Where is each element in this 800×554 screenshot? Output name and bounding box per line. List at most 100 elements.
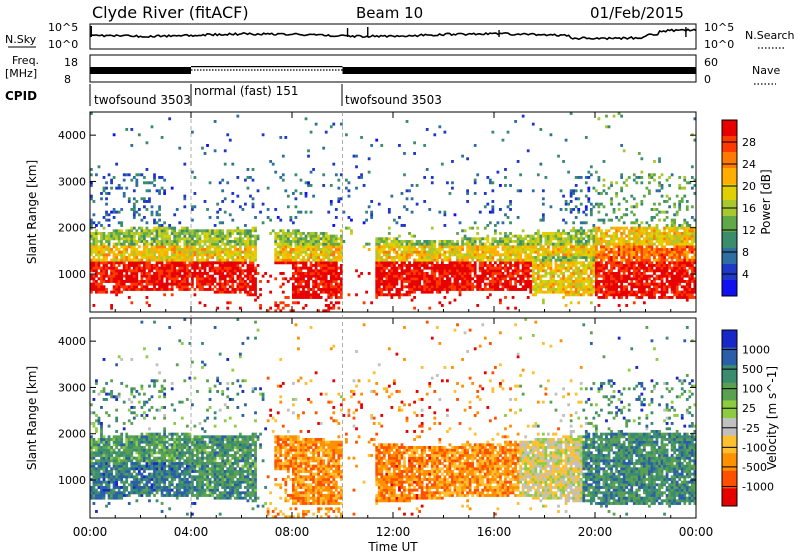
power-cell	[226, 232, 230, 235]
power-cell	[541, 298, 545, 302]
power-cell	[158, 189, 161, 193]
power-cell	[395, 293, 399, 297]
power-cell	[180, 248, 184, 251]
power-cell	[524, 261, 528, 265]
power-cell	[398, 242, 401, 246]
power-cell	[506, 256, 510, 259]
power-cell	[390, 282, 394, 286]
power-cell	[170, 226, 174, 230]
power-cell	[453, 288, 457, 291]
power-cell	[658, 296, 661, 299]
power-cell	[615, 258, 618, 262]
power-cell	[433, 133, 437, 137]
power-cell	[637, 242, 641, 246]
power-cell	[251, 205, 255, 209]
power-cell	[615, 293, 618, 297]
power-cell	[516, 160, 520, 163]
power-cell	[135, 277, 139, 281]
power-cell	[143, 242, 146, 246]
power-cell	[632, 248, 636, 251]
power-cell	[329, 258, 333, 262]
power-cell	[440, 269, 444, 273]
power-cell	[620, 261, 624, 265]
power-cell	[448, 277, 452, 281]
power-cell	[400, 277, 404, 281]
power-cell	[327, 288, 331, 291]
power-cell	[206, 250, 209, 254]
power-cell	[145, 272, 149, 275]
power-cell	[410, 298, 414, 302]
power-cell	[544, 274, 548, 278]
power-cell	[408, 240, 411, 243]
power-cell	[158, 274, 161, 278]
power-cell	[446, 240, 449, 243]
power-cell	[231, 274, 235, 278]
power-cell	[564, 280, 568, 283]
power-cell	[670, 269, 674, 273]
power-cell	[145, 280, 149, 283]
power-cell	[640, 282, 644, 286]
power-cell	[607, 282, 611, 286]
power-cell	[491, 285, 495, 289]
power-cell	[198, 272, 202, 275]
power-cell	[317, 296, 321, 299]
power-cell	[658, 176, 661, 179]
power-cell	[382, 272, 386, 275]
power-cell	[531, 248, 535, 251]
power-cell	[92, 258, 96, 262]
power-cell	[390, 269, 394, 273]
power-cell	[150, 277, 154, 281]
power-cell	[208, 237, 212, 241]
power-cell	[612, 256, 616, 259]
power-cell	[251, 202, 255, 206]
power-cell	[213, 285, 217, 289]
power-cell	[582, 237, 586, 241]
power-cell	[345, 226, 348, 230]
power-cell	[665, 274, 669, 278]
power-cell	[529, 282, 533, 286]
power-cell	[665, 234, 669, 238]
power-cell	[390, 258, 394, 262]
power-cell	[327, 237, 331, 241]
power-cell	[155, 280, 159, 283]
power-cell	[208, 280, 212, 283]
power-cell	[345, 186, 348, 190]
power-cell	[541, 253, 545, 257]
power-cell	[90, 224, 93, 227]
power-cell	[610, 285, 613, 289]
power-cell	[145, 141, 149, 145]
power-cell	[191, 237, 194, 241]
power-cell	[95, 272, 98, 275]
power-cell	[191, 240, 194, 243]
power-cell	[120, 274, 124, 278]
power-cell	[567, 274, 570, 278]
power-cell	[433, 282, 437, 286]
power-cell	[564, 277, 568, 281]
power-cell	[143, 245, 146, 249]
power-cell	[314, 293, 318, 297]
power-cell	[327, 296, 331, 299]
power-cell	[632, 277, 636, 281]
power-cell	[529, 285, 533, 289]
power-cell	[251, 229, 255, 233]
power-cell	[251, 256, 255, 259]
power-cell	[423, 258, 427, 262]
power-cell	[377, 280, 381, 283]
power-cell	[95, 234, 98, 238]
power-cell	[299, 272, 303, 275]
power-cell	[607, 277, 611, 281]
power-cell	[632, 178, 636, 182]
power-cell	[393, 258, 396, 262]
power-cell	[610, 261, 613, 265]
power-cell	[112, 242, 116, 246]
power-cell	[191, 248, 194, 251]
power-cell	[337, 290, 341, 294]
power-cell	[153, 184, 156, 187]
power-cell	[567, 282, 570, 286]
power-cell	[319, 296, 323, 299]
power-cell	[564, 200, 568, 203]
power-cell	[382, 274, 386, 278]
power-cell	[319, 269, 323, 273]
power-cell	[115, 234, 119, 238]
power-cell	[377, 277, 381, 281]
